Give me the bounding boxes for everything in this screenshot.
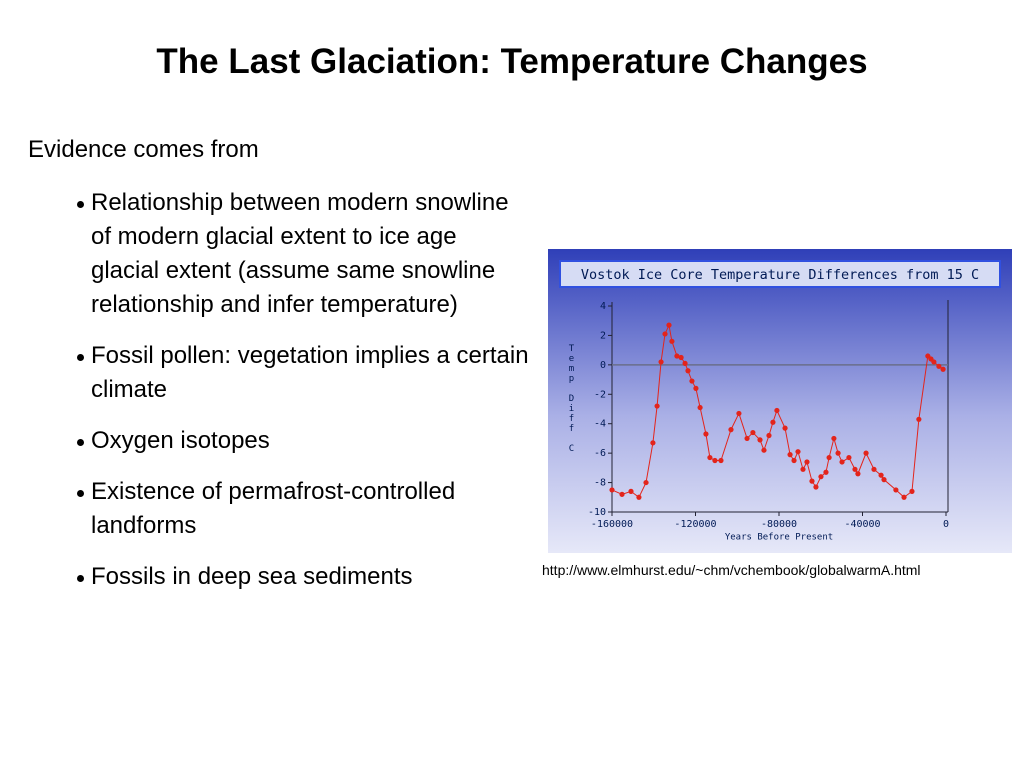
data-point — [697, 404, 703, 411]
caption: http://www.elmhurst.edu/~chm/vchembook/g… — [542, 562, 921, 578]
data-point — [636, 494, 642, 500]
data-point — [871, 466, 877, 472]
x-tick-label: -40000 — [844, 519, 880, 530]
data-point — [712, 457, 718, 464]
y-tick-label: 2 — [600, 330, 606, 341]
chart-title: Vostok Ice Core Temperature Differences … — [581, 267, 979, 283]
data-point — [916, 416, 922, 422]
data-point — [669, 338, 675, 344]
data-point — [609, 487, 615, 493]
data-point — [674, 353, 680, 359]
data-point — [689, 378, 695, 384]
bullet-list: Relationship between modern snowline of … — [75, 186, 530, 611]
data-point — [628, 488, 634, 494]
data-point — [893, 487, 899, 493]
data-point — [839, 459, 845, 465]
bullet: Relationship between modern snowline of … — [75, 186, 530, 322]
data-point — [881, 477, 887, 483]
data-point — [823, 469, 829, 475]
data-point — [766, 432, 772, 439]
data-point — [791, 457, 797, 464]
data-point — [703, 431, 709, 437]
y-tick-label: -4 — [594, 419, 606, 430]
x-axis-label: Years Before Present — [725, 533, 833, 543]
data-point — [654, 403, 660, 409]
data-point — [744, 435, 750, 442]
y-tick-label: 4 — [600, 301, 606, 312]
slide-title: The Last Glaciation: Temperature Changes — [156, 42, 868, 81]
y-tick-label: -6 — [594, 448, 606, 459]
data-point — [666, 322, 672, 328]
y-tick-label: -8 — [594, 478, 606, 489]
data-point — [662, 331, 668, 337]
data-point — [826, 454, 832, 461]
x-tick-label: 0 — [943, 519, 949, 530]
bullet: Oxygen isotopes — [75, 424, 530, 458]
data-point — [693, 385, 699, 391]
data-point — [909, 488, 915, 494]
data-point — [707, 454, 713, 461]
data-point — [787, 452, 793, 458]
bullet-dot — [77, 439, 84, 446]
x-tick-label: -160000 — [591, 519, 633, 530]
bullet-text: Existence of permafrost-controlled landf… — [91, 478, 456, 539]
intro-text: Evidence comes from — [28, 136, 259, 163]
data-point — [757, 437, 763, 443]
data-point — [831, 435, 837, 442]
bullet-dot — [77, 490, 84, 497]
bullet-text: Relationship between modern snowline of … — [91, 189, 509, 318]
data-point — [685, 368, 691, 374]
bullet-text: Fossils in deep sea sediments — [91, 563, 413, 590]
data-point — [643, 479, 649, 486]
x-tick-label: -80000 — [761, 519, 797, 530]
bullet-dot — [77, 575, 84, 582]
data-point — [809, 478, 815, 484]
data-point — [658, 359, 664, 365]
data-point — [736, 410, 742, 417]
data-point — [804, 459, 810, 465]
data-point — [846, 454, 852, 461]
bullet-dot — [77, 354, 84, 361]
x-tick-label: -120000 — [674, 519, 716, 530]
bullet-text: Oxygen isotopes — [91, 427, 270, 454]
data-point — [678, 354, 684, 361]
bullet: Fossils in deep sea sediments — [75, 560, 530, 594]
data-point — [718, 457, 724, 464]
chart-title-box — [559, 260, 1001, 288]
y-tick-label: 0 — [600, 360, 606, 371]
y-axis-label: Temp Diff C — [566, 344, 577, 454]
data-point — [782, 425, 788, 431]
data-point — [813, 484, 819, 490]
data-point — [818, 474, 824, 480]
data-point — [750, 429, 756, 436]
data-point — [835, 450, 841, 456]
data-point — [682, 360, 688, 366]
bullet-dot — [77, 201, 84, 208]
data-point — [931, 359, 937, 365]
data-point — [936, 363, 942, 369]
y-tick-label: -2 — [594, 389, 606, 400]
data-point — [800, 466, 806, 472]
bullet: Existence of permafrost-controlled landf… — [75, 475, 530, 543]
data-point — [901, 494, 907, 500]
data-point — [878, 472, 884, 478]
data-point — [770, 419, 776, 425]
data-point — [774, 407, 780, 414]
data-point — [863, 450, 869, 456]
data-point — [940, 366, 946, 372]
chart-background — [548, 249, 1012, 553]
bullet-text: Fossil pollen: vegetation implies a cert… — [91, 342, 529, 403]
data-point — [855, 471, 861, 477]
data-point — [852, 466, 858, 472]
data-point — [795, 449, 801, 455]
data-point — [650, 440, 656, 446]
bullet: Fossil pollen: vegetation implies a cert… — [75, 339, 530, 407]
data-point — [728, 427, 734, 433]
y-tick-label: -10 — [588, 507, 606, 518]
chart: Vostok Ice Core Temperature Differences … — [548, 249, 1012, 553]
data-point — [619, 491, 625, 497]
data-point — [761, 447, 767, 453]
